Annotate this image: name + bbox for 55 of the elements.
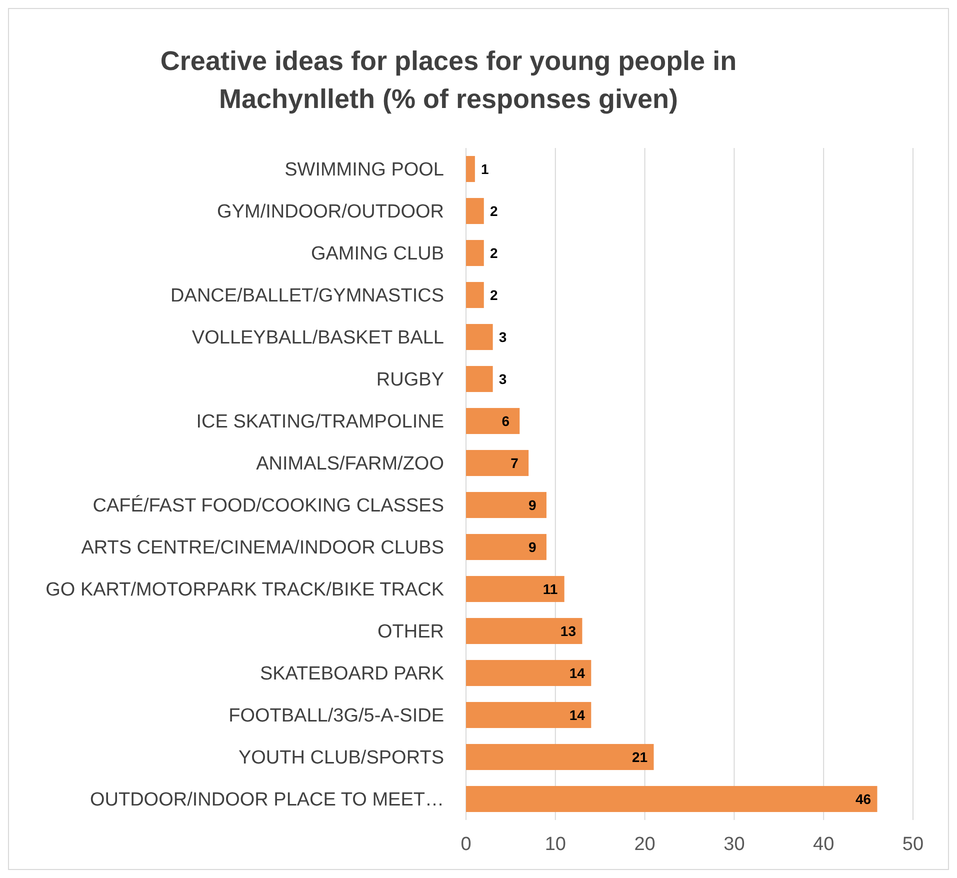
bar [466,534,546,560]
data-label: 9 [528,538,537,555]
data-label: 14 [569,664,586,681]
x-tick-label: 0 [460,834,472,855]
y-tick-label: SKATEBOARD PARK [260,664,444,685]
data-label: 13 [560,622,576,639]
data-label: 2 [490,202,498,219]
bar [466,324,493,350]
bar [466,744,654,770]
y-tick-label: ICE SKATING/TRAMPOLINE [196,412,444,433]
x-tick-label: 30 [724,834,745,855]
y-tick-label: VOLLEYBALL/BASKET BALL [192,328,444,349]
data-label: 21 [632,748,648,765]
y-tick-label: OTHER [378,622,444,643]
data-label: 2 [490,286,498,303]
y-tick-label: RUGBY [376,370,444,391]
bar [466,366,493,392]
bar [466,702,592,728]
bar [466,156,475,182]
y-tick-label: GYM/INDOOR/OUTDOOR [217,202,444,223]
bar [466,660,592,686]
bar [466,408,520,434]
data-label: 3 [498,370,507,387]
y-tick-label: SWIMMING POOL [284,160,444,181]
bar [466,282,484,308]
data-label: 1 [481,160,490,177]
y-tick-label: ARTS CENTRE/CINEMA/INDOOR CLUBS [81,538,444,559]
y-tick-label: FOOTBALL/3G/5-A-SIDE [228,706,444,727]
data-label: 6 [502,412,510,429]
y-tick-label: GO KART/MOTORPARK TRACK/BIKE TRACK [46,580,444,601]
data-label: 7 [510,454,519,471]
data-label: 3 [498,328,507,345]
y-tick-label: DANCE/BALLET/GYMNASTICS [170,286,444,307]
bar [466,576,564,602]
bar [466,198,484,224]
bar [466,618,582,644]
data-label: 14 [569,706,586,723]
y-tick-label: OUTDOOR/INDOOR PLACE TO MEET… [90,790,444,811]
x-tick-label: 50 [902,834,924,855]
y-tick-label: ANIMALS/FARM/ZOO [256,454,444,475]
data-label: 11 [542,580,558,597]
data-label: 46 [855,790,872,807]
bar [466,450,529,476]
chart-title: Creative ideas for places for young people in Machynlleth (% of responses given) [160,46,737,114]
bar [466,786,878,812]
data-label: 9 [528,496,537,513]
x-tick-label: 20 [634,834,656,855]
y-tick-label: GAMING CLUB [310,244,444,265]
y-tick-label: CAFÉ/FAST FOOD/COOKING CLASSES [92,494,444,517]
y-tick-label: YOUTH CLUB/SPORTS [238,748,444,769]
x-tick-label: 10 [544,834,566,855]
x-tick-label: 40 [813,834,834,855]
bar [466,492,546,518]
bar [466,240,484,266]
data-label: 2 [490,244,498,261]
